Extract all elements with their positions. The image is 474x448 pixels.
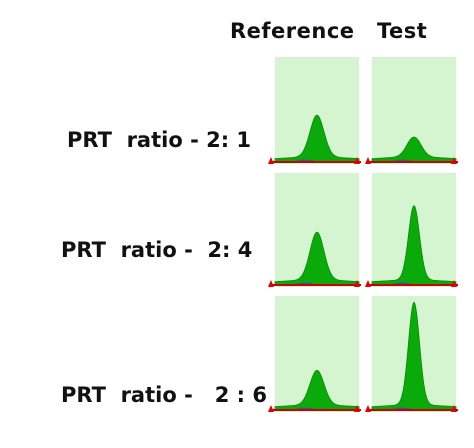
noise-trace (295, 159, 315, 161)
panel-reference-row-3 (268, 296, 361, 412)
noise-trace (295, 282, 315, 284)
baseline-marker (365, 157, 371, 164)
panel-reference-row-2 (268, 173, 361, 287)
peak (371, 204, 457, 286)
test-header: Test (377, 19, 428, 43)
baseline-marker (365, 280, 371, 287)
row-label-2: PRT ratio - 2: 4 (61, 238, 253, 262)
baseline-marker (268, 405, 274, 412)
baseline-marker (354, 157, 360, 164)
panel-reference-row-1 (268, 57, 361, 164)
row-label-3: PRT ratio - 2 : 6 (61, 383, 267, 407)
row-label-1: PRT ratio - 2: 1 (67, 128, 252, 152)
peak (371, 136, 457, 163)
reference-header: Reference (230, 19, 355, 43)
baseline-marker (268, 157, 274, 164)
noise-trace (392, 407, 412, 409)
baseline-marker (451, 405, 457, 412)
baseline-marker (268, 280, 274, 287)
panel-test-row-3 (365, 296, 458, 412)
peak (274, 231, 360, 286)
noise-trace (295, 407, 315, 409)
baseline-marker (451, 157, 457, 164)
noise-trace (392, 159, 412, 161)
baseline-marker (354, 280, 360, 287)
baseline-marker (451, 280, 457, 287)
peak (274, 369, 360, 411)
panel-test-row-2 (365, 173, 458, 287)
peak (371, 301, 457, 411)
noise-trace (392, 282, 412, 284)
panel-test-row-1 (365, 57, 458, 164)
peak (274, 114, 360, 163)
baseline-marker (354, 405, 360, 412)
baseline-marker (365, 405, 371, 412)
